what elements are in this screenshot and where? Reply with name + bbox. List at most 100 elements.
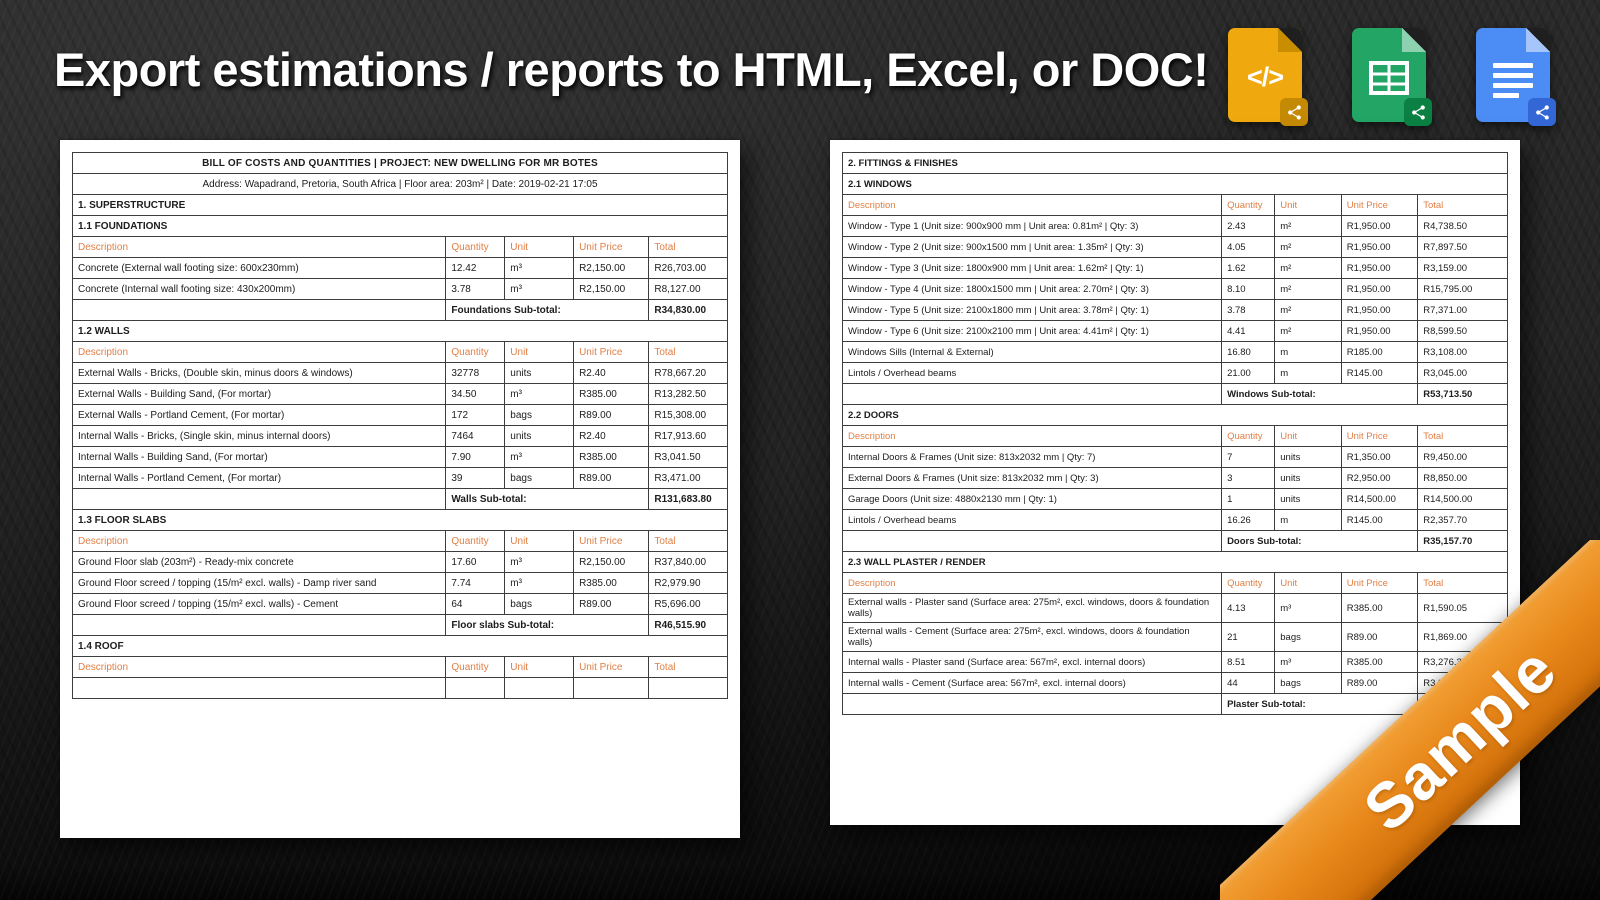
docs-export-icon[interactable] — [1476, 28, 1556, 126]
table-row: External Walls - Bricks, (Double skin, m… — [71, 362, 728, 384]
column-header-total: Total — [1417, 194, 1508, 216]
page-fold-icon — [1526, 28, 1550, 52]
cell-description: Concrete (External wall footing size: 60… — [71, 257, 447, 279]
table-row: Lintols / Overhead beams 16.26 m R145.00 R2,… — [841, 509, 1508, 531]
cell-quantity: 17.60 — [445, 551, 506, 573]
subsection-heading-row: 2.1 WINDOWS — [842, 173, 1508, 195]
cell-description: Ground Floor screed / topping (15/m² exc… — [71, 593, 447, 615]
cell-description: External walls - Plaster sand (Surface a… — [841, 593, 1223, 623]
code-icon: </> — [1246, 61, 1284, 92]
sheets-export-icon[interactable] — [1352, 28, 1432, 126]
share-icon — [1535, 104, 1549, 120]
cell-quantity: 4.41 — [1221, 320, 1276, 342]
cell-description: Window - Type 3 (Unit size: 1800x900 mm … — [841, 257, 1223, 279]
cell-unit-price: R1,950.00 — [1340, 257, 1419, 279]
cell-unit-price: R1,950.00 — [1340, 278, 1419, 300]
cell-description: Window - Type 1 (Unit size: 900x900 mm |… — [841, 215, 1223, 237]
cell-description: Internal walls - Plaster sand (Surface a… — [841, 651, 1223, 673]
cell-description: Internal Walls - Portland Cement, (For m… — [71, 467, 447, 489]
cell-unit: units — [1274, 446, 1342, 468]
column-header-total: Total — [1417, 425, 1508, 447]
cell-unit-price: R89.00 — [573, 404, 650, 426]
column-header-unit-price: Unit Price — [573, 236, 650, 258]
subsection-heading-row: 1.4 ROOF — [72, 635, 728, 657]
column-header-description: Description — [71, 341, 447, 363]
cell-total: R7,897.50 — [1417, 236, 1508, 258]
table-row: Ground Floor screed / topping (15/m² exc… — [71, 593, 728, 615]
html-export-icon[interactable]: </> — [1228, 28, 1308, 126]
cell-unit: m² — [1274, 299, 1342, 321]
subsection-heading: 1.3 FLOOR SLABS — [72, 509, 728, 531]
subtotal-spacer — [841, 383, 1223, 405]
cell-unit — [504, 677, 575, 699]
subtotal-row: Windows Sub-total: R53,713.50 — [841, 383, 1508, 405]
cell-description: Concrete (Internal wall footing size: 43… — [71, 278, 447, 300]
column-header-description: Description — [71, 530, 447, 552]
cell-quantity — [445, 677, 506, 699]
spreadsheet-grid-icon — [1369, 61, 1409, 95]
subtotal-row: Doors Sub-total: R35,157.70 — [841, 530, 1508, 552]
right-document: 2. FITTINGS & FINISHES 2.1 WINDOWS Descri… — [830, 140, 1520, 825]
cell-quantity: 3.78 — [445, 278, 506, 300]
cell-total: R15,308.00 — [648, 404, 728, 426]
column-header-row: Description Quantity Unit Unit Price Total — [71, 530, 728, 552]
cell-description: External Walls - Portland Cement, (For m… — [71, 404, 447, 426]
column-header-unit: Unit — [504, 236, 575, 258]
section-heading: 2. FITTINGS & FINISHES — [842, 152, 1508, 174]
cell-quantity: 16.80 — [1221, 341, 1276, 363]
cell-unit: m — [1274, 341, 1342, 363]
cell-total: R3,108.00 — [1417, 341, 1508, 363]
cell-description: Window - Type 5 (Unit size: 2100x1800 mm… — [841, 299, 1223, 321]
subtotal-row: Floor slabs Sub-total: R46,515.90 — [71, 614, 728, 636]
column-header-description: Description — [841, 572, 1223, 594]
document-meta: Address: Wapadrand, Pretoria, South Afri… — [72, 173, 728, 195]
cell-unit: m² — [1274, 278, 1342, 300]
cell-description: Windows Sills (Internal & External) — [841, 341, 1223, 363]
document-title: BILL OF COSTS AND QUANTITIES | PROJECT: … — [72, 152, 728, 174]
share-icon — [1411, 104, 1425, 120]
column-header-quantity: Quantity — [445, 656, 506, 678]
subtotal-value: R53,713.50 — [1417, 383, 1508, 405]
cell-unit: m³ — [504, 383, 575, 405]
cell-total: R9,450.00 — [1417, 446, 1508, 468]
cell-total: R3,045.00 — [1417, 362, 1508, 384]
share-badge — [1404, 98, 1432, 126]
cell-total: R78,667.20 — [648, 362, 728, 384]
cell-quantity: 32778 — [445, 362, 506, 384]
cell-unit-price: R385.00 — [573, 572, 650, 594]
cell-unit: m³ — [504, 446, 575, 468]
document-lines-icon — [1493, 62, 1533, 98]
cell-description: Ground Floor screed / topping (15/m² exc… — [71, 572, 447, 594]
cell-unit-price: R2.40 — [573, 425, 650, 447]
cell-quantity: 34.50 — [445, 383, 506, 405]
column-header-row: Description Quantity Unit Unit Price Total — [71, 656, 728, 678]
table-row: Internal Walls - Bricks, (Single skin, m… — [71, 425, 728, 447]
table-row: Lintols / Overhead beams 21.00 m R145.00 R3,… — [841, 362, 1508, 384]
subtotal-value: R131,683.80 — [648, 488, 728, 510]
cell-quantity: 4.13 — [1221, 593, 1276, 623]
column-header-unit: Unit — [1274, 425, 1342, 447]
cell-total: R5,696.00 — [648, 593, 728, 615]
boq-table: BILL OF COSTS AND QUANTITIES | PROJECT: … — [71, 152, 728, 699]
cell-unit-price: R1,950.00 — [1340, 215, 1419, 237]
cell-description: External Doors & Frames (Unit size: 813x… — [841, 467, 1223, 489]
cell-quantity: 21.00 — [1221, 362, 1276, 384]
table-row: External Walls - Portland Cement, (For m… — [71, 404, 728, 426]
cell-unit: units — [504, 425, 575, 447]
table-row: Concrete (Internal wall footing size: 43… — [71, 278, 728, 300]
column-header-quantity: Quantity — [1221, 194, 1276, 216]
share-badge — [1528, 98, 1556, 126]
cell-unit: bags — [1274, 622, 1342, 652]
cell-description: External Walls - Building Sand, (For mor… — [71, 383, 447, 405]
cell-unit: bags — [504, 404, 575, 426]
cell-unit: m² — [1274, 257, 1342, 279]
cell-unit: m³ — [1274, 593, 1342, 623]
subtotal-label: Foundations Sub-total: — [445, 299, 650, 321]
cell-description — [71, 677, 447, 699]
cell-quantity: 39 — [445, 467, 506, 489]
cell-total: R14,500.00 — [1417, 488, 1508, 510]
cell-quantity: 8.10 — [1221, 278, 1276, 300]
cell-quantity: 7464 — [445, 425, 506, 447]
page-fold-icon — [1278, 28, 1302, 52]
cell-unit-price: R1,950.00 — [1340, 236, 1419, 258]
